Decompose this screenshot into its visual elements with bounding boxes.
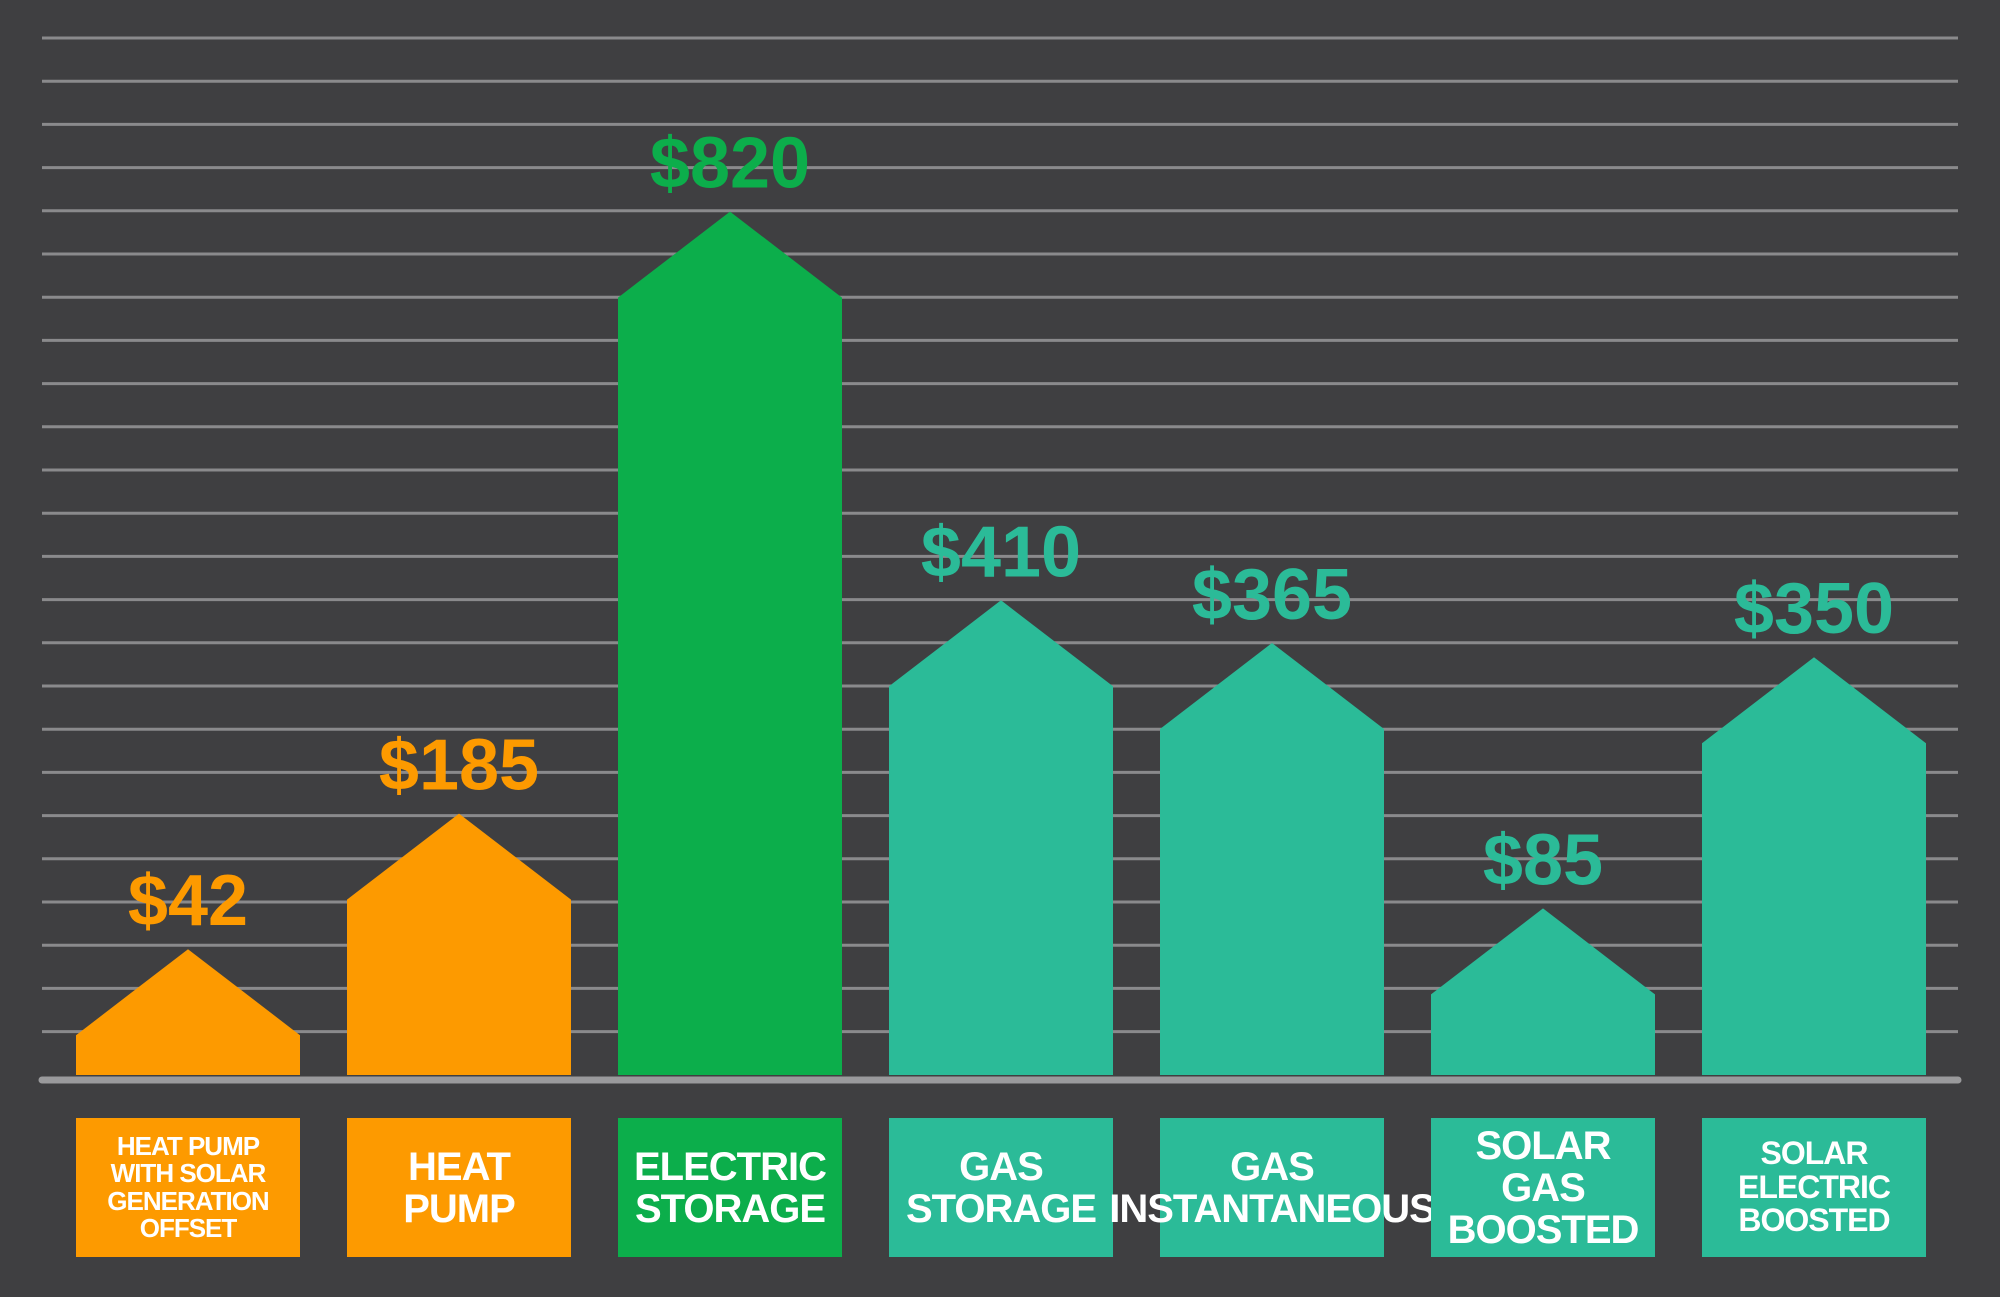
bar-7 xyxy=(1702,657,1926,1075)
bar-6 xyxy=(1431,908,1655,1075)
category-label-4: GAS STORAGE xyxy=(889,1118,1113,1257)
data-label-3: $820 xyxy=(650,124,810,204)
bar-5 xyxy=(1160,643,1384,1075)
data-label-7: $350 xyxy=(1734,569,1894,649)
bar-1 xyxy=(76,949,300,1075)
category-label-7: SOLAR ELECTRIC BOOSTED xyxy=(1702,1118,1926,1257)
bars xyxy=(76,211,1926,1076)
bar-3 xyxy=(618,211,842,1076)
category-label-1: HEAT PUMP WITH SOLAR GENERATION OFFSET xyxy=(76,1118,300,1257)
data-labels: $42 $185 $820 $410 $365 $85 $350 xyxy=(128,124,1894,942)
data-label-6: $85 xyxy=(1483,820,1603,900)
category-label-5: GAS INSTANTANEOUS xyxy=(1109,1118,1436,1257)
bar-2 xyxy=(347,813,571,1075)
bar-4 xyxy=(889,600,1113,1075)
data-label-5: $365 xyxy=(1192,555,1352,635)
data-label-1: $42 xyxy=(128,861,248,941)
data-label-4: $410 xyxy=(921,512,1081,592)
category-label-6: SOLAR GAS BOOSTED xyxy=(1431,1118,1655,1257)
data-label-2: $185 xyxy=(379,726,539,806)
category-label-3: ELECTRIC STORAGE xyxy=(618,1118,842,1257)
category-label-2: HEAT PUMP xyxy=(347,1118,571,1257)
